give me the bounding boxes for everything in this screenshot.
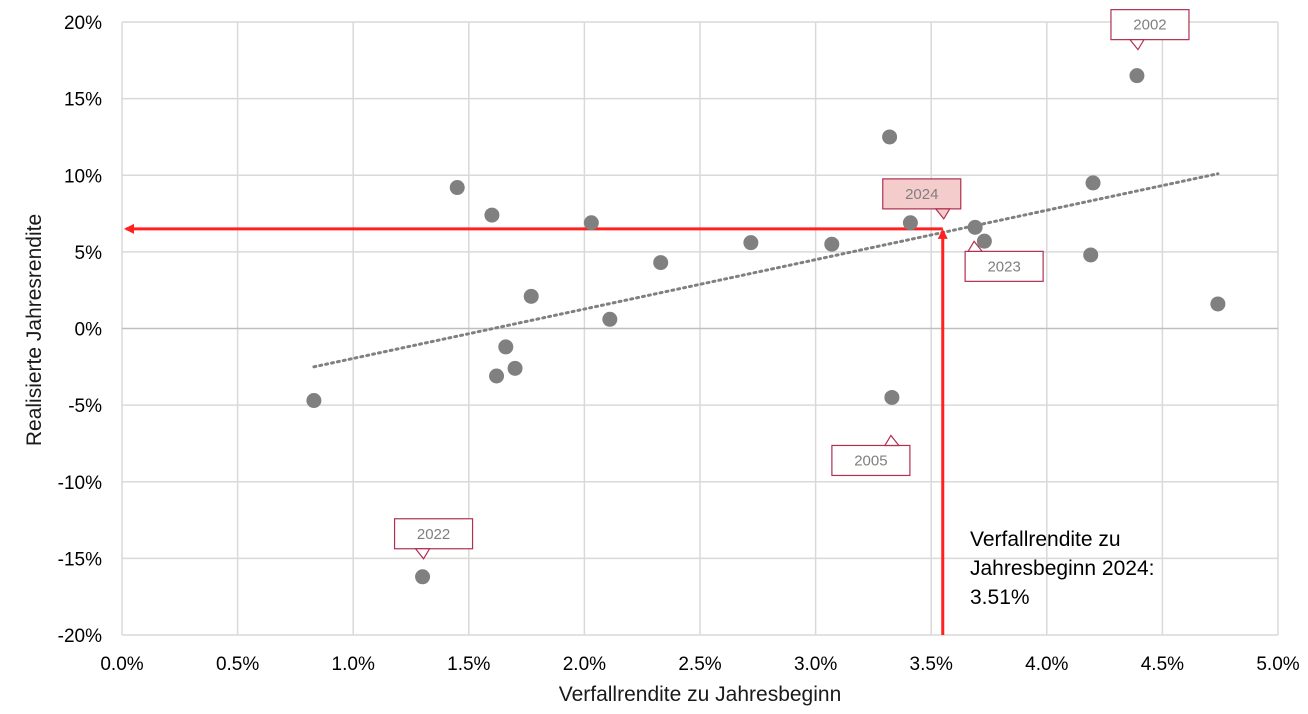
data-point — [507, 360, 523, 376]
data-point — [882, 129, 898, 145]
data-point — [484, 207, 500, 223]
data-point — [489, 368, 505, 384]
x-tick-label: 5.0% — [1256, 654, 1299, 675]
callout-label: 2002 — [1133, 17, 1166, 34]
trendline — [312, 172, 1220, 369]
x-tick-label: 0.5% — [216, 654, 259, 675]
callout-label: 2005 — [854, 452, 887, 469]
trendline-group — [312, 172, 1220, 369]
x-tick-label: 3.0% — [794, 654, 837, 675]
data-point — [1210, 296, 1226, 312]
data-point — [902, 215, 918, 231]
data-point — [1129, 68, 1145, 84]
callout-label: 2023 — [987, 258, 1020, 275]
y-axis-title: Realisierte Jahresrendite — [23, 214, 46, 446]
x-tick-label: 4.0% — [1025, 654, 1068, 675]
axis-ticks: 0.0% 0.5% 1.0% 1.5% 2.0% 2.5% 3.0% 3.5% 4.0% 4.5%… — [58, 13, 1300, 675]
yield-annotation-line-1: Verfallrendite zu — [970, 528, 1121, 551]
callout-pointer — [1128, 39, 1146, 51]
y-tick-label: 5% — [75, 243, 103, 264]
data-point — [743, 235, 759, 251]
y-tick-label: -10% — [58, 473, 102, 494]
yield-annotation-line-3: 3.51% — [970, 586, 1030, 609]
callout-box — [393, 518, 474, 550]
callout-2002: 2002 — [1110, 9, 1190, 51]
data-point — [523, 288, 539, 304]
callout-box — [882, 178, 962, 210]
callout-2023: 2023 — [964, 240, 1044, 282]
x-tick-label: 1.5% — [447, 654, 490, 675]
x-tick-label: 2.5% — [678, 654, 721, 675]
callout-2024: 2024 — [882, 178, 962, 220]
x-axis-title: Verfallrendite zu Jahresbeginn — [559, 683, 842, 706]
data-point — [415, 569, 431, 585]
year-callouts: 2002 2005 2022 2023 2024 — [393, 9, 1190, 560]
data-point — [1083, 247, 1099, 263]
data-points — [306, 68, 1226, 585]
data-point — [306, 393, 322, 409]
callout-pointer — [414, 548, 431, 560]
data-point — [976, 233, 992, 249]
data-point — [884, 389, 900, 405]
yield-annotation-line-2: Jahresbeginn 2024: — [970, 557, 1154, 580]
callout-2022: 2022 — [393, 518, 474, 560]
x-tick-label: 2.0% — [563, 654, 606, 675]
data-point — [602, 311, 618, 327]
y-tick-label: 15% — [64, 90, 102, 111]
x-tick-label: 3.5% — [910, 654, 953, 675]
callout-pointer — [967, 240, 984, 252]
callout-label: 2022 — [417, 526, 450, 543]
callout-label: 2024 — [905, 186, 938, 203]
y-tick-label: -5% — [68, 396, 102, 417]
y-tick-label: 20% — [64, 13, 102, 34]
callout-box — [831, 444, 911, 477]
data-point — [824, 236, 840, 252]
yield-annotation: Verfallrendite zu Jahresbeginn 2024: 3.5… — [970, 528, 1160, 609]
y-tick-label: -15% — [58, 549, 102, 570]
callout-box — [964, 250, 1044, 282]
x-tick-label: 0.0% — [100, 654, 143, 675]
x-tick-label: 4.5% — [1141, 654, 1184, 675]
y-tick-label: 0% — [75, 320, 103, 341]
data-point — [498, 339, 514, 355]
y-tick-label: -20% — [58, 626, 102, 647]
y-tick-label: 10% — [64, 166, 102, 187]
data-point — [653, 255, 669, 271]
callout-2005: 2005 — [831, 434, 911, 477]
data-point — [1085, 175, 1101, 191]
data-point — [967, 219, 983, 235]
data-point — [449, 180, 465, 196]
callout-pointer — [883, 434, 901, 447]
data-point — [583, 215, 599, 231]
gridlines — [121, 21, 1279, 636]
callout-pointer — [934, 208, 951, 220]
callout-box — [1110, 9, 1190, 41]
x-tick-label: 1.0% — [332, 654, 375, 675]
highlight-arrows — [124, 223, 948, 635]
